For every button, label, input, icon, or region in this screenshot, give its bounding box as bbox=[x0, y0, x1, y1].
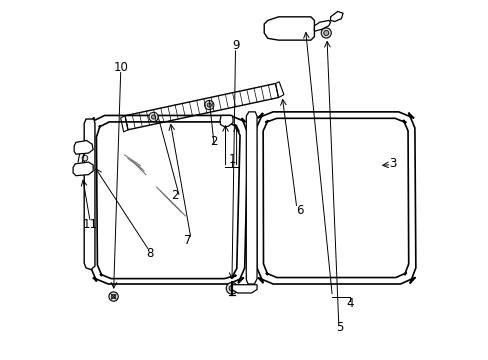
Polygon shape bbox=[73, 162, 93, 176]
Polygon shape bbox=[220, 116, 233, 127]
Circle shape bbox=[226, 283, 237, 294]
Text: 10: 10 bbox=[113, 60, 128, 73]
Circle shape bbox=[111, 294, 116, 299]
Polygon shape bbox=[231, 285, 257, 293]
Text: 11: 11 bbox=[82, 218, 98, 231]
Text: 1: 1 bbox=[228, 153, 235, 166]
Polygon shape bbox=[246, 112, 257, 284]
Polygon shape bbox=[314, 21, 330, 31]
Text: 4: 4 bbox=[346, 297, 353, 310]
Circle shape bbox=[228, 285, 234, 291]
Text: 8: 8 bbox=[145, 247, 153, 260]
Text: 6: 6 bbox=[296, 204, 303, 217]
Text: 5: 5 bbox=[335, 321, 343, 334]
Text: 9: 9 bbox=[231, 39, 239, 52]
Polygon shape bbox=[275, 82, 284, 98]
Text: 7: 7 bbox=[183, 234, 191, 247]
Polygon shape bbox=[121, 116, 128, 132]
Circle shape bbox=[323, 31, 328, 36]
Circle shape bbox=[82, 155, 88, 161]
Circle shape bbox=[109, 292, 118, 301]
Polygon shape bbox=[264, 17, 314, 40]
Polygon shape bbox=[125, 84, 278, 130]
Polygon shape bbox=[74, 140, 93, 154]
Polygon shape bbox=[330, 12, 343, 22]
Text: 3: 3 bbox=[389, 157, 396, 170]
Circle shape bbox=[204, 100, 214, 110]
Text: 2: 2 bbox=[170, 189, 178, 202]
Circle shape bbox=[151, 115, 155, 119]
Polygon shape bbox=[84, 119, 95, 270]
Circle shape bbox=[148, 112, 158, 122]
Circle shape bbox=[321, 28, 330, 38]
Circle shape bbox=[207, 103, 211, 107]
Text: 2: 2 bbox=[210, 135, 217, 148]
